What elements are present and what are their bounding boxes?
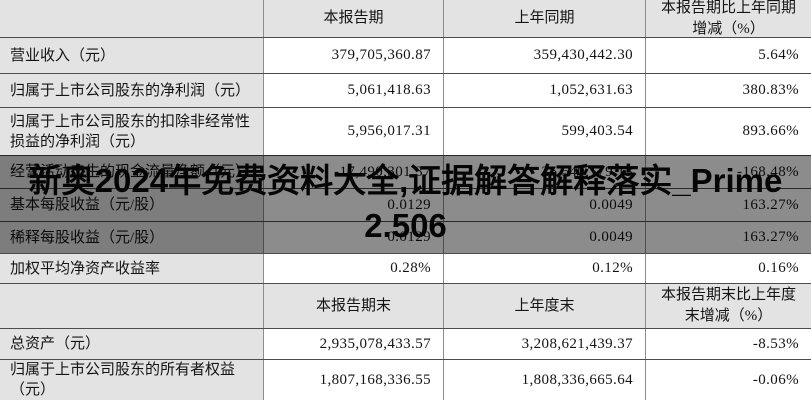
header-current-period: 本报告期 [263,0,443,37]
header-prior-yearend: 上年度末 [443,284,645,328]
value-current-period: 0.0129 [263,222,443,253]
header-current-yearend: 本报告期末 [263,284,443,328]
watermark-overlay-band [0,155,811,253]
row-label: 归属于上市公司股东的净利润（元） [0,74,263,107]
table-row-total-assets: 总资产（元） 2,935,078,433.57 3,208,621,439.37… [0,328,811,359]
header-change-period: 本报告期比上年同期 增减（%） [645,0,811,37]
value-current-period: 0.0129 [263,189,443,221]
value-current-period: 5,061,418.63 [263,74,443,107]
header-empty-cell [0,284,263,328]
value-current-period: 0.28% [263,254,443,283]
value-prior-yearend: 3,208,621,439.37 [443,329,645,359]
watermark-text-line2: 2.506 [364,206,447,244]
value-change: 5.64% [645,38,811,73]
value-current-yearend: 1,807,168,336.55 [263,360,443,400]
value-prior-period: 359,430,442.30 [443,38,645,73]
value-prior-period: 0.0049 [443,189,645,221]
table-row-net-profit-deducted: 归属于上市公司股东的扣除非经常性损益的净利润（元） 5,956,017.31 5… [0,107,811,155]
row-label: 稀释每股收益（元/股） [0,222,263,253]
value-prior-period: 1,052,631.63 [443,74,645,107]
table-row-net-profit: 归属于上市公司股东的净利润（元） 5,061,418.63 1,052,631.… [0,73,811,107]
watermark-text-line1: 新奥2024年免费资料大全,证据解答解释落实_Prime [28,161,783,199]
table-row-weighted-roe: 加权平均净资产收益率 0.28% 0.12% 0.16% [0,253,811,283]
table-row-basic-eps: 基本每股收益（元/股） 0.0129 0.0049 163.27% [0,188,811,221]
header-prior-period: 上年同期 [443,0,645,37]
row-label: 归属于上市公司股东的扣除非经常性损益的净利润（元） [0,108,263,155]
table-row-diluted-eps: 稀释每股收益（元/股） 0.0129 0.0049 163.27% [0,221,811,253]
value-prior-period: 25,540,179.13 [443,156,645,188]
header-empty-cell [0,0,263,37]
value-prior-yearend: 1,808,336,665.64 [443,360,645,400]
row-label: 总资产（元） [0,329,263,359]
row-label: 营业收入（元） [0,38,263,73]
watermark-banner: 新奥2024年免费资料大全,证据解答解释落实_Prime 2.506 [0,150,811,255]
value-prior-period: 0.0049 [443,222,645,253]
value-current-yearend: 2,935,078,433.57 [263,329,443,359]
value-change: 380.83% [645,74,811,107]
value-current-period: 5,956,017.31 [263,108,443,155]
row-label: 经营活动产生的现金流量净额（元） [0,156,263,188]
header-change-yearend: 本报告期末比上年度 末增减（%） [645,284,811,328]
value-change: 163.27% [645,222,811,253]
row-label: 基本每股收益（元/股） [0,189,263,221]
table-row-revenue: 营业收入（元） 379,705,360.87 359,430,442.30 5.… [0,37,811,73]
row-label: 加权平均净资产收益率 [0,254,263,283]
value-change: -168.48% [645,156,811,188]
table-row-operating-cashflow: 经营活动产生的现金流量净额（元） -17,490,301.37 25,540,1… [0,155,811,188]
value-prior-period: 0.12% [443,254,645,283]
value-change: 163.27% [645,189,811,221]
value-change: -0.06% [645,360,811,400]
table-header-yearend: 本报告期末 上年度末 本报告期末比上年度 末增减（%） [0,283,811,328]
value-current-period: 379,705,360.87 [263,38,443,73]
value-change: 0.16% [645,254,811,283]
table-header-period: 本报告期 上年同期 本报告期比上年同期 增减（%） [0,0,811,37]
value-change: -8.53% [645,329,811,359]
value-current-period: -17,490,301.37 [263,156,443,188]
value-prior-period: 599,403.54 [443,108,645,155]
row-label: 归属于上市公司股东的所有者权益（元） [0,360,263,400]
table-row-owners-equity: 归属于上市公司股东的所有者权益（元） 1,807,168,336.55 1,80… [0,359,811,400]
value-change: 893.66% [645,108,811,155]
